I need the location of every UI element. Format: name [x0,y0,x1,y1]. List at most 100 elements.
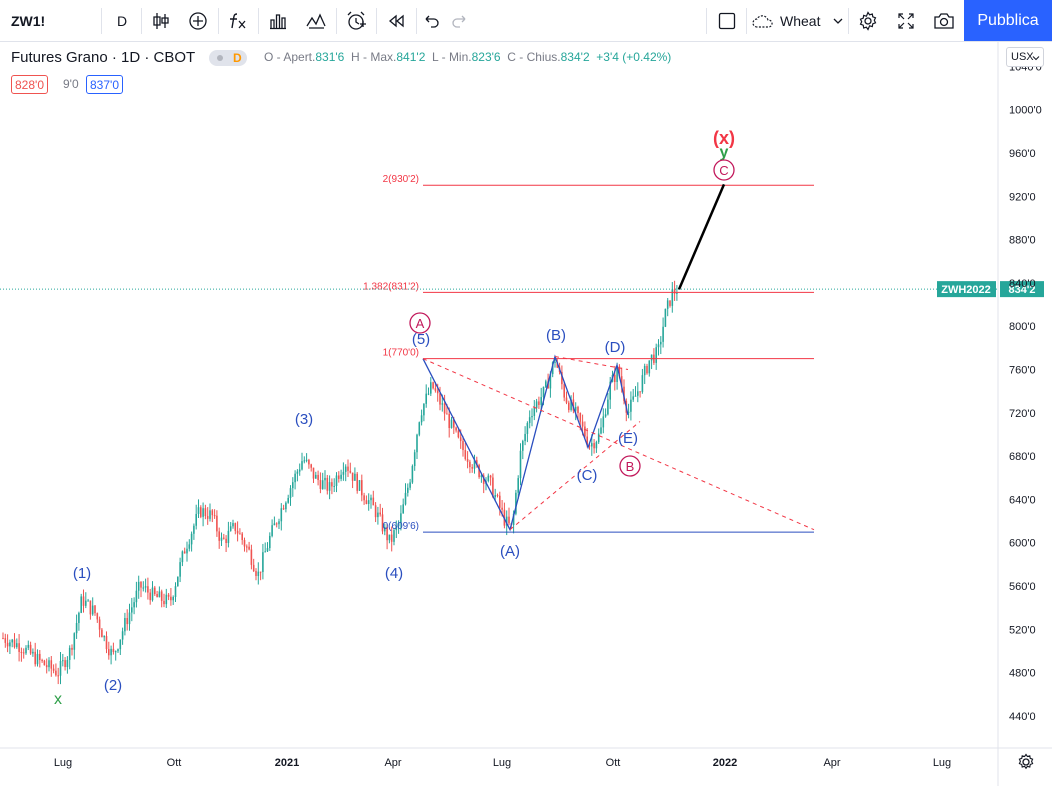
time-tick-label: Lug [933,757,951,769]
candle-body [420,415,423,423]
candle-body [218,531,220,541]
candle-body [365,500,368,504]
candle-body [85,600,87,606]
symbol-label: ZW1! [11,12,46,29]
low-value: 823'6 [471,50,501,64]
low-label: L - Min. [432,50,472,64]
wave-label: (x) [713,128,735,148]
publish-button[interactable]: Pubblica [964,0,1052,41]
candle-body [227,530,230,544]
candle-body [551,362,554,375]
close-label: C - Chius. [507,50,561,64]
candle-body [522,441,524,451]
candle-body [616,366,618,383]
currency-select[interactable]: USX [1006,47,1044,67]
close-value: 834'2 [560,50,590,64]
candles-icon [153,12,169,29]
candle-body [427,393,430,395]
camera-icon [934,12,954,29]
candle-body [397,523,400,526]
bar-chart-icon [270,13,286,29]
candle-body [206,516,209,519]
candle-body [278,521,280,525]
candle-body [289,488,292,498]
time-tick-label: 2022 [713,757,737,769]
chart-settings-button[interactable] [1016,752,1036,772]
drawings-layer: 2(930'2) 1.382(831'2) 1(770'0) 0(609'6) ZWH2… [0,174,1044,533]
candle-body [124,618,126,632]
time-tick-label: Apr [384,757,401,769]
candle-body [646,365,648,374]
candle-body [190,533,193,545]
candle-body [39,653,41,661]
indicator-templates-button[interactable] [298,0,334,41]
price-chart[interactable]: 2(930'2) 1.382(831'2) 1(770'0) 0(609'6) ZWH2… [0,42,1052,786]
candle-body [639,391,641,393]
redo-button[interactable] [446,0,474,41]
price-axis[interactable]: 1040'01000'0960'0920'0880'0840'0800'0760… [1009,61,1042,723]
candle-body [119,639,122,650]
candle-body [604,414,607,417]
candle-body [418,422,421,435]
candle-body [216,515,218,532]
candle-body [634,395,637,397]
fullscreen-button[interactable] [888,0,924,41]
last-price-label: 834'2 [1008,284,1035,296]
candle-body [581,421,584,427]
candle-body [89,600,92,615]
circled-wave-marker [619,455,641,477]
settings-button[interactable] [850,0,886,41]
interval-button[interactable]: D [104,0,140,41]
candle-body [321,480,324,489]
candle-body [151,587,154,601]
ask-badge[interactable]: 837'0 [86,75,123,94]
candle-body [211,510,214,516]
candle-body [524,433,526,442]
candle-body [568,402,570,410]
candle-body [18,643,20,652]
wave-labels: x (1) (2) (3) (4) (5) (A) (B) (C) (D) (E) (x)y A B C [54,128,735,708]
candle-body [533,408,536,416]
candle-body [526,423,529,434]
candle-body [660,341,662,345]
candle-body [11,639,13,643]
price-tick-label: 920'0 [1009,191,1036,203]
candle-body [370,497,372,501]
candle-body [156,593,158,598]
triangle-wave-lines [422,354,629,532]
snapshot-button[interactable] [926,0,962,41]
candle-body [91,605,94,615]
price-tick-label: 840'0 [1009,278,1036,290]
candle-body [71,647,73,650]
time-axis[interactable]: Lug Ott 2021 Apr Lug Ott 2022 Apr Lug [54,757,951,769]
indicators-button[interactable] [220,0,256,41]
candle-body [2,637,4,639]
delay-badge: D [209,50,247,66]
candle-body [476,460,478,465]
compare-button[interactable] [180,0,216,41]
candle-body [135,590,138,603]
candle-body [128,612,131,625]
chevron-down-icon [1032,56,1040,61]
chart-type-button[interactable] [144,0,178,41]
candle-body [531,415,533,418]
candle-body [331,482,333,487]
line-chart-icon [306,12,326,29]
fib-level-label: 1(770'0) [383,348,419,359]
time-tick-label: Lug [493,757,511,769]
candle-body [618,366,621,377]
symbol-search[interactable]: ZW1! [0,0,100,41]
bid-badge[interactable]: 828'0 [11,75,48,94]
layout-button[interactable] [710,0,744,41]
candle-body [246,546,248,548]
candle-body [163,600,165,605]
undo-button[interactable] [416,0,446,41]
open-label: O - Apert. [264,50,316,64]
candle-body [400,513,402,524]
candle-body [78,612,80,624]
templates-button[interactable] [260,0,296,41]
save-layout-button[interactable]: Wheat [750,0,846,41]
alert-button[interactable] [338,0,374,41]
candle-body [384,526,386,532]
replay-button[interactable] [378,0,414,41]
